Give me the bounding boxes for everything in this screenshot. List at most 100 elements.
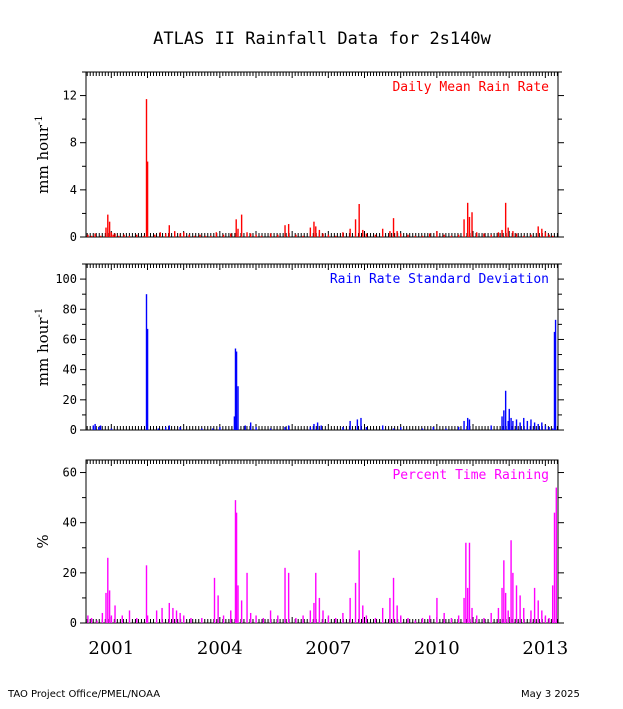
data-bar [374,234,377,237]
data-bar [530,419,532,430]
data-bar [222,234,225,237]
plot-frame [85,459,559,624]
data-bar [468,419,471,430]
chart-panel-2: 0 20 40 60 80 100 mm hour-1 Rain Rate Standard … [34,263,564,437]
data-bar [234,500,237,623]
data-bar [553,331,556,430]
y-tick-label: 40 [63,363,77,377]
data-bar [544,232,547,237]
figure-title: ATLAS II Rainfall Data for 2s140w [153,29,492,49]
data-bar [110,428,113,430]
y-tick-label: 60 [63,332,77,346]
data-bar [541,422,543,430]
data-bar [476,232,478,237]
data-bar [168,425,170,430]
data-bar [396,605,398,623]
data-series [87,487,557,623]
data-bar [249,233,252,237]
plot-frame [85,263,559,431]
data-bar [316,422,319,430]
data-bar [468,542,471,623]
data-bar [277,615,279,623]
data-bar [504,202,507,237]
x-tick-label: 2013 [522,638,568,659]
data-bar [548,234,550,237]
data-bar [537,423,539,430]
data-bar [526,420,529,430]
data-bar [358,550,360,623]
data-bar [244,425,246,430]
data-bar [96,620,98,623]
data-bar [463,219,465,237]
data-series [87,99,554,237]
data-bar [334,617,337,623]
data-bar [110,615,113,623]
data-bar [349,420,351,430]
data-bar [136,234,138,237]
data-bar [508,408,510,430]
data-bar [554,319,557,430]
data-bar [101,612,104,623]
data-bar [392,428,395,430]
data-bar [145,565,148,623]
data-bar [548,617,550,623]
data-bar [463,597,465,623]
data-bar [302,615,304,623]
data-bar [476,615,478,623]
data-bar [309,426,312,430]
data-bar [295,617,297,623]
y-axis-label-exponent: -1 [34,115,45,125]
data-bar [179,233,181,237]
data-bar [159,232,161,237]
data-bar [90,617,93,623]
data-bar [445,428,447,430]
data-bar [112,234,114,237]
data-bar [287,425,290,430]
data-bar [237,386,239,430]
data-bar [512,420,514,430]
data-bar [284,225,286,237]
data-bar [507,610,509,623]
data-bar [233,416,236,430]
data-bar [400,426,402,430]
data-bar [284,567,286,623]
x-tick-label: 2001 [88,638,134,659]
data-bar [87,615,89,623]
y-tick-label: 20 [63,393,77,407]
data-bar [179,612,181,623]
data-bar [400,615,402,623]
data-bar [497,232,500,237]
data-bar [295,234,297,237]
data-bar [381,425,384,430]
data-bar [342,232,344,237]
data-bar [374,617,377,623]
data-bar [396,231,398,237]
data-bar [389,231,391,237]
data-bar [468,216,471,237]
data-bar [519,595,521,623]
y-tick-label: 0 [70,616,77,630]
data-bar [555,487,557,623]
data-bar [107,214,109,237]
data-bar [507,420,509,430]
data-bar [287,224,290,237]
data-bar [105,227,107,237]
data-bar [365,233,368,237]
data-bar [237,585,239,623]
data-bar [90,235,93,237]
data-bar [504,390,507,430]
y-tick-label: 40 [63,516,77,530]
data-bar [450,235,453,237]
data-bar [262,617,265,623]
data-bar [365,615,368,623]
data-bar [146,615,149,623]
data-bar [466,587,469,623]
data-bar [157,428,160,430]
data-bar [421,428,424,430]
data-bar [349,597,351,623]
data-bar [318,229,321,237]
data-bar [327,234,330,237]
data-bar [94,233,96,237]
data-bar [551,585,554,623]
data-bar [457,426,460,430]
